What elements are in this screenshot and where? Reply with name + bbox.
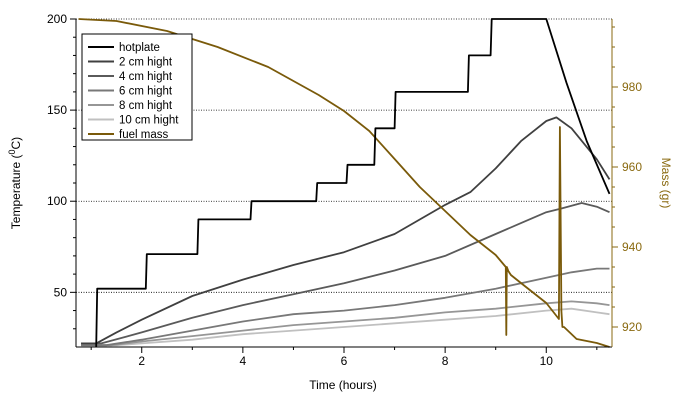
x-tick-label: 2 [138, 354, 145, 368]
series-line-h2 [81, 116, 611, 345]
y-axis-left-label-end: C) [9, 137, 23, 150]
y-left-tick-label: 200 [47, 12, 67, 26]
legend-label-h8: 8 cm hight [119, 100, 173, 112]
y-axis-left-label-main: Temperature ( [9, 154, 23, 229]
y-axis-left-label: Temperature (0C) [7, 137, 23, 229]
x-tick-label: 4 [240, 354, 247, 368]
series-line-h6 [81, 267, 610, 347]
y-left-tick-label: 100 [47, 194, 67, 208]
series-line-hotplate [95, 18, 611, 348]
legend-label-h6: 6 cm hight [119, 86, 173, 98]
series-line-h10 [81, 307, 610, 347]
y-left-tick-label: 50 [54, 285, 68, 299]
series-line-fuel [78, 18, 610, 348]
x-tick-label: 6 [341, 354, 348, 368]
series-line-h8 [81, 300, 610, 347]
legend-items: hotplate 2 cm hight 4 cm hight 6 cm hight 8 … [88, 42, 179, 141]
legend-label-fuel: fuel mass [119, 129, 168, 141]
y-axis-right-label: Mass (gr) [659, 158, 673, 209]
y-axis-left-label-sup: 0 [7, 149, 17, 154]
y-left-tick-label: 150 [47, 103, 67, 117]
legend-label-h10: 10 cm hight [119, 115, 179, 127]
ticks: 2 4 6 8 10 50 100 150 200 920 940 960 980 [47, 12, 642, 368]
x-tick-label: 10 [540, 354, 554, 368]
legend-label-hotplate: hotplate [119, 42, 160, 54]
x-tick-label: 8 [442, 354, 449, 368]
y-right-tick-label: 980 [622, 80, 642, 94]
legend: hotplate 2 cm hight 4 cm hight 6 cm hight 8 … [81, 33, 193, 141]
legend-label-h4: 4 cm hight [119, 71, 173, 83]
legend-label-h2: 2 cm hight [119, 57, 173, 69]
series-layer [78, 18, 611, 348]
y-right-tick-label: 940 [622, 240, 642, 254]
legend-box [81, 33, 193, 141]
x-axis-label: Time (hours) [309, 378, 377, 392]
series-line-h4 [81, 202, 610, 345]
y-right-tick-label: 960 [622, 160, 642, 174]
y-right-tick-label: 920 [622, 320, 642, 334]
